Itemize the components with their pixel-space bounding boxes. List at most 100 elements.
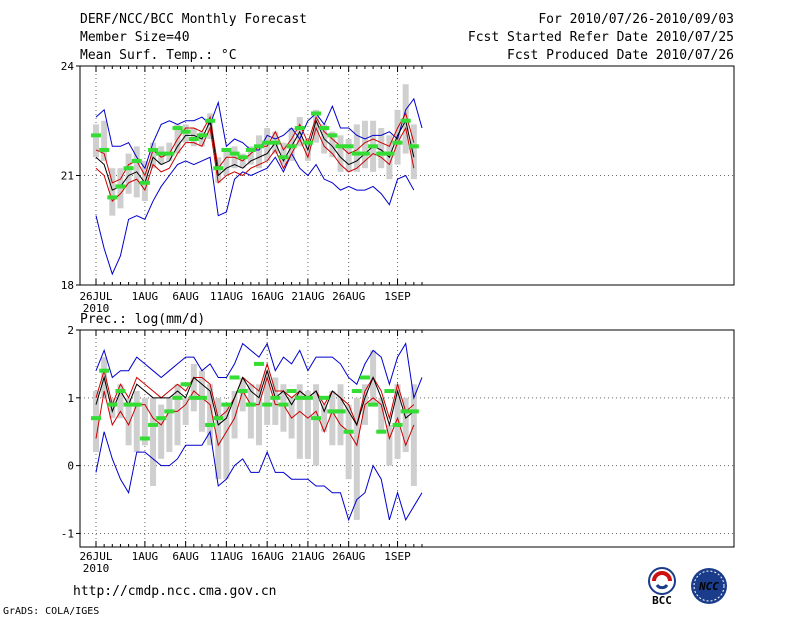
ensemble-spread-bar (337, 384, 344, 446)
observed-marker (351, 151, 362, 156)
observed-marker (392, 140, 403, 145)
observed-marker (368, 144, 379, 149)
x-tick-label: 16AUG (251, 550, 284, 563)
observed-marker (384, 151, 395, 156)
ensemble-spread-bar (223, 149, 230, 176)
variable-label: Mean Surf. Temp.: °C (80, 48, 237, 63)
ensemble-spread-bar (296, 384, 303, 459)
ensemble-spread-bar (207, 113, 214, 139)
ensemble-spread-bar (361, 120, 368, 169)
observed-marker (188, 395, 199, 400)
ensemble-spread-bar (109, 168, 116, 216)
ensemble-spread-bar (158, 404, 165, 459)
source-url[interactable]: http://cmdp.ncc.cma.gov.cn (73, 584, 277, 599)
observed-marker (327, 409, 338, 414)
precip-title: Prec.: log(mm/d) (80, 312, 205, 327)
ensemble-spread-bar (125, 397, 132, 446)
observed-marker (319, 126, 330, 131)
observed-marker (384, 389, 395, 394)
observed-marker (91, 133, 101, 138)
observed-marker (245, 147, 256, 152)
observed-marker (99, 368, 110, 373)
observed-marker (139, 436, 150, 441)
observed-marker (164, 151, 175, 156)
x-year-label: 2010 (83, 302, 110, 315)
ensemble-spread-bar (239, 377, 246, 412)
observed-marker (188, 137, 199, 141)
observed-marker (319, 395, 330, 400)
observed-marker (131, 158, 142, 163)
observed-marker (196, 395, 207, 400)
observed-marker (107, 195, 118, 200)
ensemble-spread-bar (247, 384, 254, 439)
observed-marker (343, 429, 354, 434)
ensemble-spread-bar (215, 397, 222, 480)
observed-marker (359, 375, 370, 380)
observed-marker (335, 409, 346, 414)
ensemble-spread-bar (166, 397, 173, 453)
observed-marker (245, 402, 256, 407)
series-mean-line (95, 368, 415, 427)
y-tick-label: 1 (67, 392, 74, 405)
ensemble-spread-bar (93, 391, 99, 453)
observed-marker (148, 147, 159, 152)
observed-marker (115, 389, 126, 394)
observed-marker (229, 375, 240, 380)
observed-marker (139, 180, 150, 185)
observed-marker (311, 416, 322, 421)
ensemble-spread-bar (150, 397, 157, 486)
ensemble-spread-bar (272, 377, 279, 425)
ensemble-spread-bar (231, 391, 238, 439)
forecast-period: For 2010/07/26-2010/09/03 (538, 12, 734, 27)
x-tick-label: 1AUG (132, 550, 159, 563)
y-tick-label: 18 (61, 279, 74, 292)
ensemble-spread-bar (304, 391, 311, 459)
x-tick-label: 6AUG (172, 550, 199, 563)
observed-marker (164, 409, 175, 414)
ensemble-spread-bar (386, 424, 393, 466)
ensemble-spread-bar (402, 397, 409, 453)
observed-marker (213, 416, 224, 421)
ensemble-spread-bar (321, 404, 328, 432)
chart-title: DERF/NCC/BCC Monthly Forecast (80, 12, 307, 27)
plot-frame (79, 329, 735, 548)
ensemble-spread-bar (353, 124, 360, 172)
y-tick-label: 24 (61, 60, 75, 73)
series-min-line (95, 152, 415, 276)
ensemble-spread-bar (264, 370, 271, 425)
x-tick-label: 21AUG (291, 290, 324, 303)
observed-marker (91, 416, 101, 421)
observed-marker (254, 144, 264, 149)
ensemble-spread-bar (345, 139, 352, 172)
series-min-line (95, 430, 423, 522)
ensemble-spread-bar (101, 120, 108, 161)
observed-marker (213, 166, 224, 171)
ensemble-spread-bar (394, 384, 401, 459)
x-tick-label: 11AUG (210, 290, 243, 303)
observed-marker (294, 395, 305, 400)
observed-marker (180, 129, 191, 134)
ensemble-spread-bar (256, 135, 262, 169)
ensemble-spread-bar (410, 384, 417, 486)
observed-marker (408, 409, 419, 414)
observed-marker (270, 140, 281, 145)
observed-marker (376, 429, 387, 434)
observed-marker (172, 395, 183, 400)
x-tick-label: 6AUG (172, 290, 199, 303)
x-tick-label: 1SEP (384, 550, 411, 563)
observed-marker (400, 118, 411, 123)
ensemble-spread-bar (117, 384, 124, 419)
observed-marker (400, 409, 411, 414)
ensemble-spread-bar (345, 404, 352, 480)
bcc-logo: BCC (648, 567, 676, 606)
ensemble-spread-bar (93, 124, 99, 158)
series-ensemble-high-line (95, 362, 415, 427)
x-tick-label: 21AUG (291, 550, 324, 563)
ensemble-spread-bar (329, 131, 336, 158)
observed-marker (254, 361, 264, 366)
ensemble-spread-bar (141, 397, 148, 446)
ensemble-spread-bar (378, 128, 385, 169)
observed-marker (286, 389, 297, 394)
observed-marker (156, 416, 167, 421)
